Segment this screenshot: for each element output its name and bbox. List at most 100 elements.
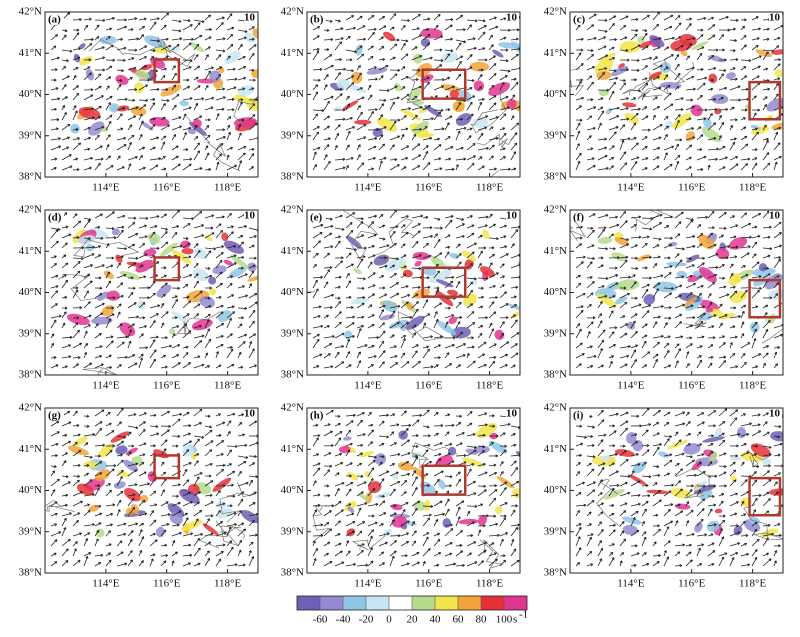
wind-vector: [774, 25, 783, 30]
lat-tick-label: 41°N: [19, 443, 42, 455]
wind-vector: [227, 232, 233, 238]
lat-tick-label: 40°N: [19, 88, 42, 100]
wind-vector: [412, 302, 419, 308]
wind-vector: [697, 35, 703, 40]
wind-vector: [478, 133, 483, 140]
wind-vector: [117, 541, 122, 546]
ref-vector-label: 10: [506, 210, 518, 222]
wind-vector: [73, 520, 79, 526]
wind-vector: [62, 280, 68, 288]
wind-vector: [379, 351, 385, 358]
wind-vector: [368, 32, 374, 40]
wind-vector: [62, 155, 71, 160]
wind-vector: [467, 322, 475, 328]
wind-vector: [456, 15, 463, 20]
contour-blob: [170, 309, 191, 325]
wind-vector: [511, 133, 517, 140]
wind-vector: [741, 213, 747, 218]
wind-vector: [587, 322, 593, 328]
wind-vector: [489, 361, 495, 368]
wind-vector: [708, 35, 715, 40]
wind-vector: [587, 54, 594, 60]
wind-vector: [741, 253, 749, 258]
wind-vector: [216, 154, 222, 160]
lat-tick-label: 39°N: [19, 525, 42, 537]
wind-vector: [609, 132, 616, 140]
contour-blob: [154, 282, 173, 299]
wind-vector: [357, 550, 363, 556]
wind-vector: [346, 253, 351, 258]
wind-vector: [456, 302, 461, 308]
contour-blob: [397, 461, 414, 472]
wind-vector: [609, 332, 614, 338]
wind-vector: [631, 359, 636, 368]
wind-vector: [73, 261, 80, 268]
wind-vector: [51, 291, 58, 298]
wind-vector: [763, 152, 769, 160]
wind-vector: [752, 354, 761, 358]
contour-blob: [442, 518, 451, 528]
wind-vector: [62, 539, 70, 546]
wind-vector: [467, 54, 472, 60]
wind-vector: [150, 520, 156, 526]
contour-blob: [521, 299, 538, 304]
wind-vector: [631, 34, 637, 40]
wind-vector: [467, 282, 473, 288]
contour-blob: [208, 287, 217, 296]
lat-tick-label: 42°N: [19, 6, 42, 18]
wind-vector: [150, 321, 155, 328]
wind-vector: [324, 101, 329, 110]
wind-vector: [324, 253, 330, 258]
wind-vector: [379, 104, 384, 110]
contour-blob: [352, 267, 362, 275]
contour-blob: [70, 124, 80, 134]
wind-vector: [249, 310, 255, 318]
contour-blob: [411, 465, 428, 480]
wind-vector: [620, 125, 625, 130]
lat-tick-label: 40°N: [281, 88, 304, 100]
lat-tick-label: 38°N: [281, 369, 304, 381]
wind-vector: [128, 292, 133, 298]
ref-vector-label: 10: [769, 210, 781, 222]
wind-vector: [216, 252, 223, 258]
wind-vector: [194, 538, 200, 546]
wind-vector: [609, 91, 614, 100]
contour-blob: [668, 241, 678, 247]
wind-vector: [412, 155, 421, 160]
wind-vector: [139, 537, 144, 546]
contour-blob: [107, 290, 120, 300]
lat-tick-label: 39°N: [19, 129, 42, 141]
contour-blob: [114, 73, 130, 87]
lat-tick-label: 42°N: [281, 6, 304, 18]
wind-vector: [719, 122, 724, 130]
wind-vector: [324, 470, 330, 476]
contour-blob: [94, 527, 106, 539]
wind-vector: [434, 145, 441, 150]
wind-vector: [161, 411, 170, 416]
wind-vector: [216, 551, 223, 556]
wind-vector: [194, 340, 202, 348]
map-content: [51, 13, 284, 172]
wind-vector: [324, 65, 333, 70]
contour-blob: [771, 49, 787, 56]
lat-tick-label: 40°N: [19, 286, 42, 298]
lon-tick-label: 118°E: [476, 380, 503, 392]
wind-vector: [95, 303, 104, 308]
wind-vector: [390, 293, 399, 298]
wind-vector: [653, 24, 659, 30]
ref-vector-label: 10: [244, 408, 256, 420]
wind-vector: [150, 491, 156, 496]
wind-vector: [183, 43, 191, 50]
wind-vector: [183, 25, 192, 30]
wind-vector: [227, 44, 233, 50]
wind-vector: [576, 262, 583, 268]
wind-vector: [368, 337, 379, 338]
wind-vector: [511, 152, 516, 160]
wind-vector: [357, 531, 362, 536]
wind-vector: [719, 361, 726, 368]
lon-tick-label: 118°E: [214, 182, 241, 194]
lon-tick-label: 118°E: [739, 182, 766, 194]
wind-vector: [587, 230, 594, 238]
wind-vector: [576, 53, 581, 60]
panel-frame: [45, 408, 258, 573]
